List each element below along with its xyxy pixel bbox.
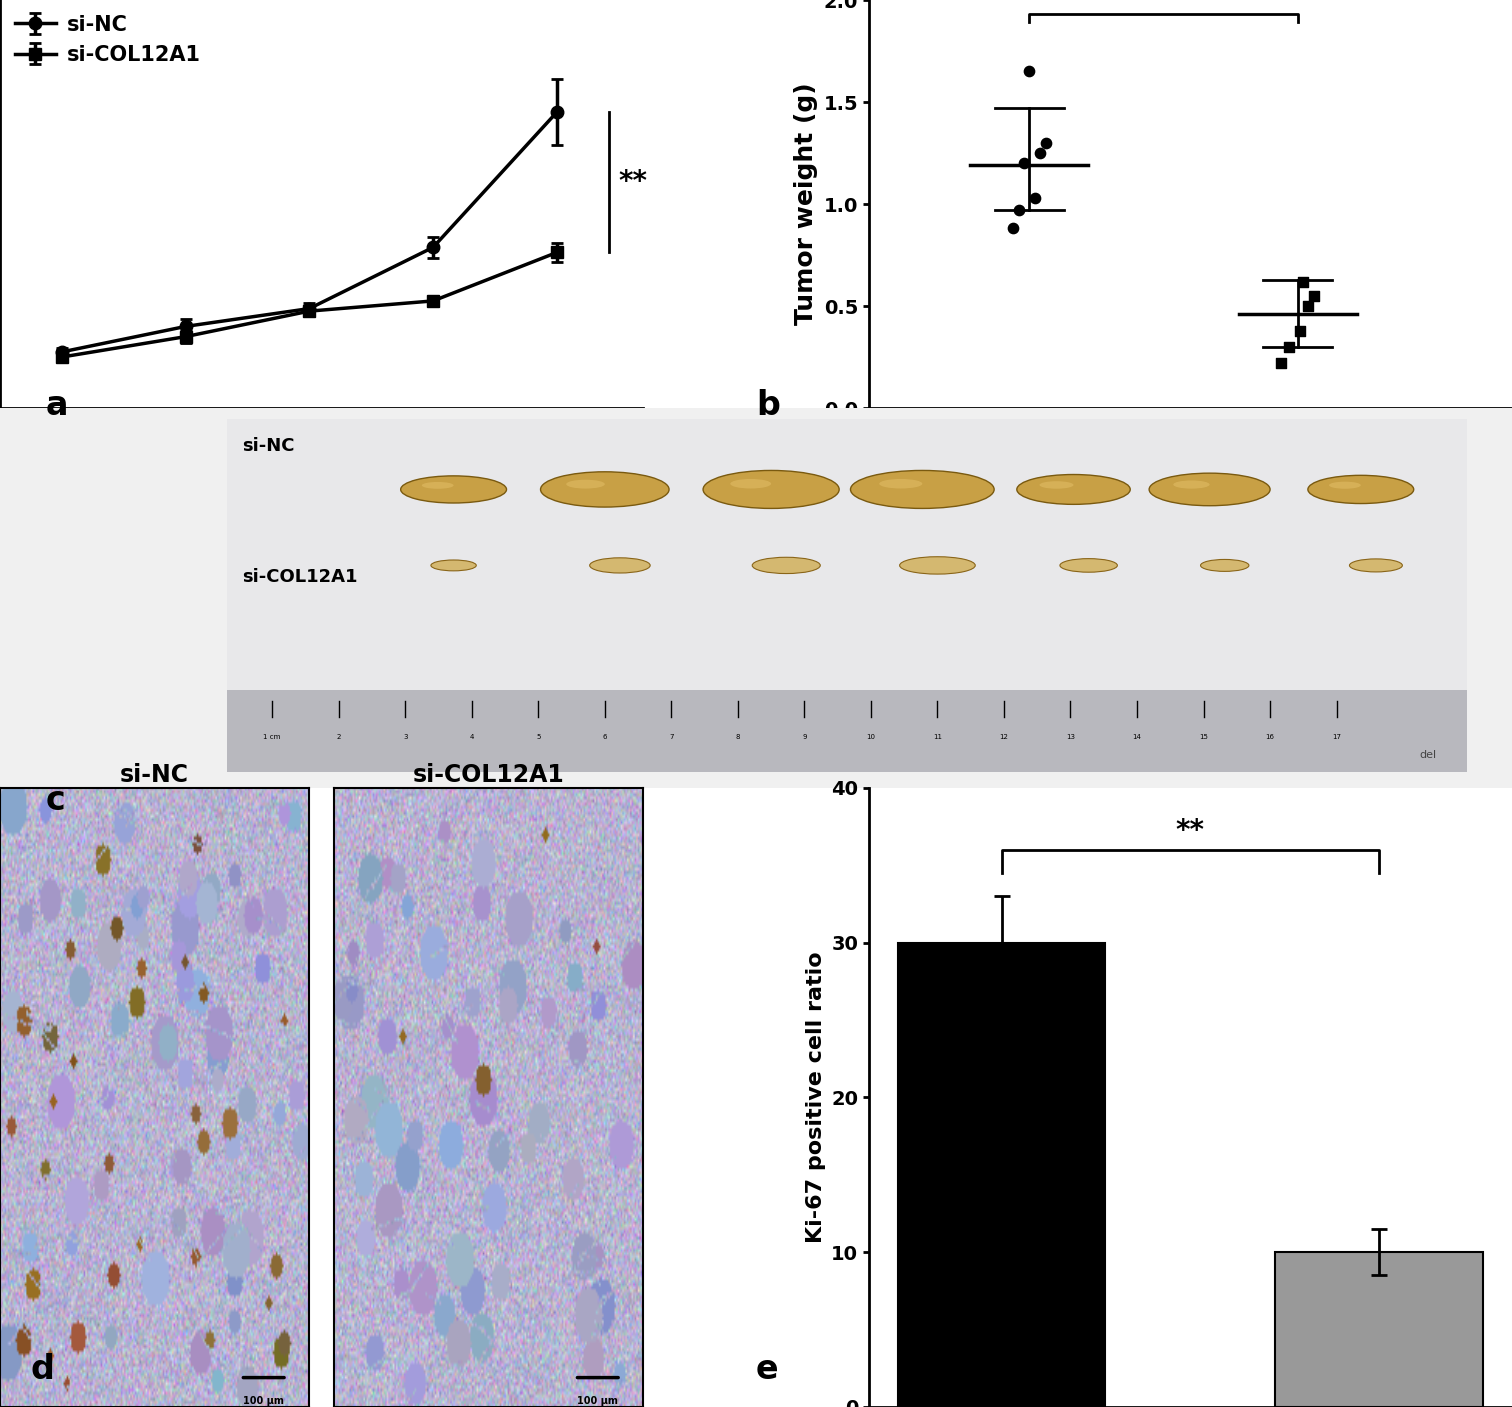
Ellipse shape bbox=[850, 470, 995, 508]
Text: 1 cm: 1 cm bbox=[263, 734, 281, 740]
Text: si-NC: si-NC bbox=[242, 438, 295, 456]
Text: 8: 8 bbox=[736, 734, 739, 740]
Text: b: b bbox=[756, 390, 780, 422]
Text: 6: 6 bbox=[603, 734, 606, 740]
Point bbox=[1033, 132, 1057, 155]
Ellipse shape bbox=[1173, 480, 1210, 488]
Text: a: a bbox=[45, 390, 68, 422]
Ellipse shape bbox=[1040, 481, 1074, 488]
Text: 10: 10 bbox=[866, 734, 875, 740]
Text: **: ** bbox=[618, 169, 647, 197]
Text: 11: 11 bbox=[933, 734, 942, 740]
Point bbox=[1028, 142, 1052, 165]
Bar bbox=[227, 419, 1467, 691]
Bar bbox=[898, 943, 1105, 1407]
Ellipse shape bbox=[703, 470, 839, 508]
Text: d: d bbox=[30, 1354, 54, 1386]
Ellipse shape bbox=[431, 560, 476, 571]
Ellipse shape bbox=[565, 480, 605, 488]
Point bbox=[1018, 61, 1042, 83]
X-axis label: Week: Week bbox=[278, 440, 364, 469]
Text: 7: 7 bbox=[670, 734, 673, 740]
Text: 13: 13 bbox=[1066, 734, 1075, 740]
Point bbox=[1296, 295, 1320, 318]
Point bbox=[1001, 217, 1025, 239]
Text: 15: 15 bbox=[1199, 734, 1208, 740]
Ellipse shape bbox=[1349, 559, 1403, 571]
Point bbox=[1012, 152, 1036, 174]
Y-axis label: Ki-67 positive cell ratio: Ki-67 positive cell ratio bbox=[806, 951, 826, 1244]
Ellipse shape bbox=[900, 557, 975, 574]
Text: 4: 4 bbox=[470, 734, 473, 740]
Title: si-NC: si-NC bbox=[119, 764, 189, 788]
Text: **: ** bbox=[1176, 817, 1205, 846]
Ellipse shape bbox=[401, 476, 507, 504]
Text: 100 μm: 100 μm bbox=[578, 1396, 618, 1406]
Point bbox=[1270, 352, 1294, 374]
Ellipse shape bbox=[1201, 560, 1249, 571]
Ellipse shape bbox=[1329, 481, 1361, 488]
Point bbox=[1007, 198, 1031, 221]
Point bbox=[1022, 187, 1046, 210]
Bar bbox=[227, 691, 1467, 771]
Text: c: c bbox=[45, 785, 65, 817]
Text: 12: 12 bbox=[999, 734, 1009, 740]
Text: 5: 5 bbox=[537, 734, 540, 740]
Legend: si-NC, si-COL12A1: si-NC, si-COL12A1 bbox=[11, 10, 204, 69]
Text: 2: 2 bbox=[337, 734, 340, 740]
Point bbox=[1288, 319, 1312, 342]
Ellipse shape bbox=[1016, 474, 1131, 504]
Ellipse shape bbox=[590, 557, 650, 573]
Ellipse shape bbox=[1308, 476, 1414, 504]
Text: 9: 9 bbox=[803, 734, 806, 740]
Text: 14: 14 bbox=[1132, 734, 1142, 740]
Text: 17: 17 bbox=[1332, 734, 1341, 740]
Point bbox=[1302, 284, 1326, 307]
Ellipse shape bbox=[753, 557, 821, 574]
Point bbox=[1291, 270, 1315, 293]
Text: e: e bbox=[756, 1354, 779, 1386]
Text: si-COL12A1: si-COL12A1 bbox=[242, 567, 357, 585]
Text: 3: 3 bbox=[404, 734, 407, 740]
Text: del: del bbox=[1420, 750, 1436, 760]
Ellipse shape bbox=[541, 471, 668, 507]
Ellipse shape bbox=[422, 483, 454, 488]
Title: si-COL12A1: si-COL12A1 bbox=[413, 764, 564, 788]
Ellipse shape bbox=[730, 478, 771, 488]
Ellipse shape bbox=[1149, 473, 1270, 505]
Y-axis label: Tumor weight (g): Tumor weight (g) bbox=[794, 83, 818, 325]
Point bbox=[1278, 336, 1302, 359]
Ellipse shape bbox=[1060, 559, 1117, 573]
Text: 100 μm: 100 μm bbox=[243, 1396, 284, 1406]
Ellipse shape bbox=[878, 478, 922, 488]
Text: **: ** bbox=[1149, 0, 1178, 10]
Bar bbox=[1275, 1252, 1483, 1407]
Text: 16: 16 bbox=[1266, 734, 1275, 740]
